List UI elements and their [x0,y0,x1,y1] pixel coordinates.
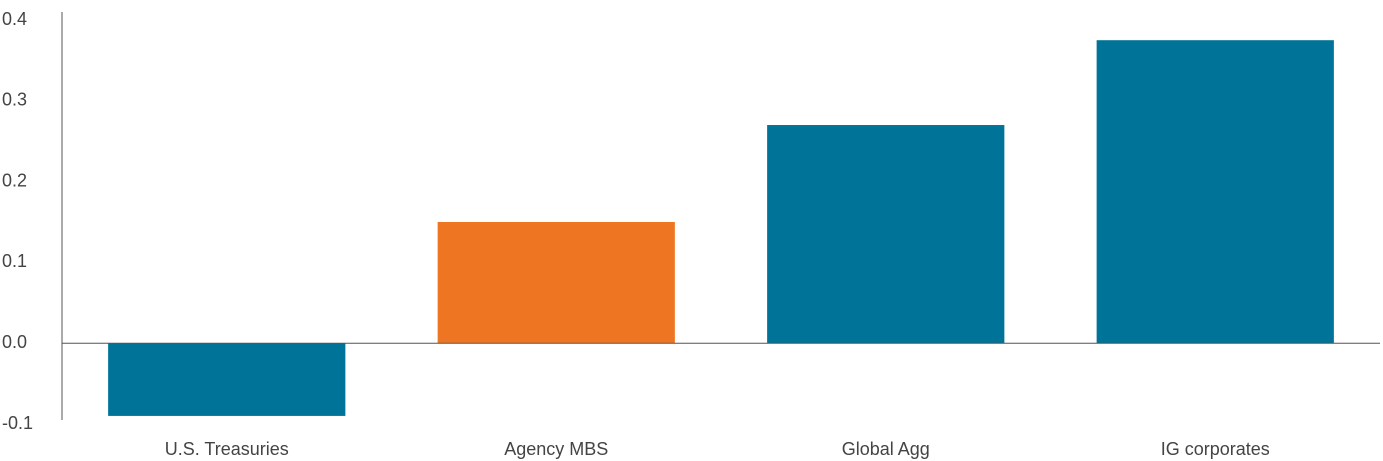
bar [1096,40,1334,344]
bar [437,222,675,344]
y-tick-label: 0.2 [2,170,27,190]
bar [767,125,1005,344]
x-tick-label: U.S. Treasuries [165,439,289,459]
y-tick-label: 0.0 [2,332,27,352]
y-tick-label: 0.4 [2,9,27,29]
x-tick-label: Global Agg [842,439,930,459]
y-tick-label: -0.1 [2,413,33,433]
y-tick-label: 0.1 [2,251,27,271]
y-tick-label: 0.3 [2,90,27,110]
x-tick-label: IG corporates [1161,439,1270,459]
bar [108,343,346,416]
x-tick-label: Agency MBS [504,439,608,459]
